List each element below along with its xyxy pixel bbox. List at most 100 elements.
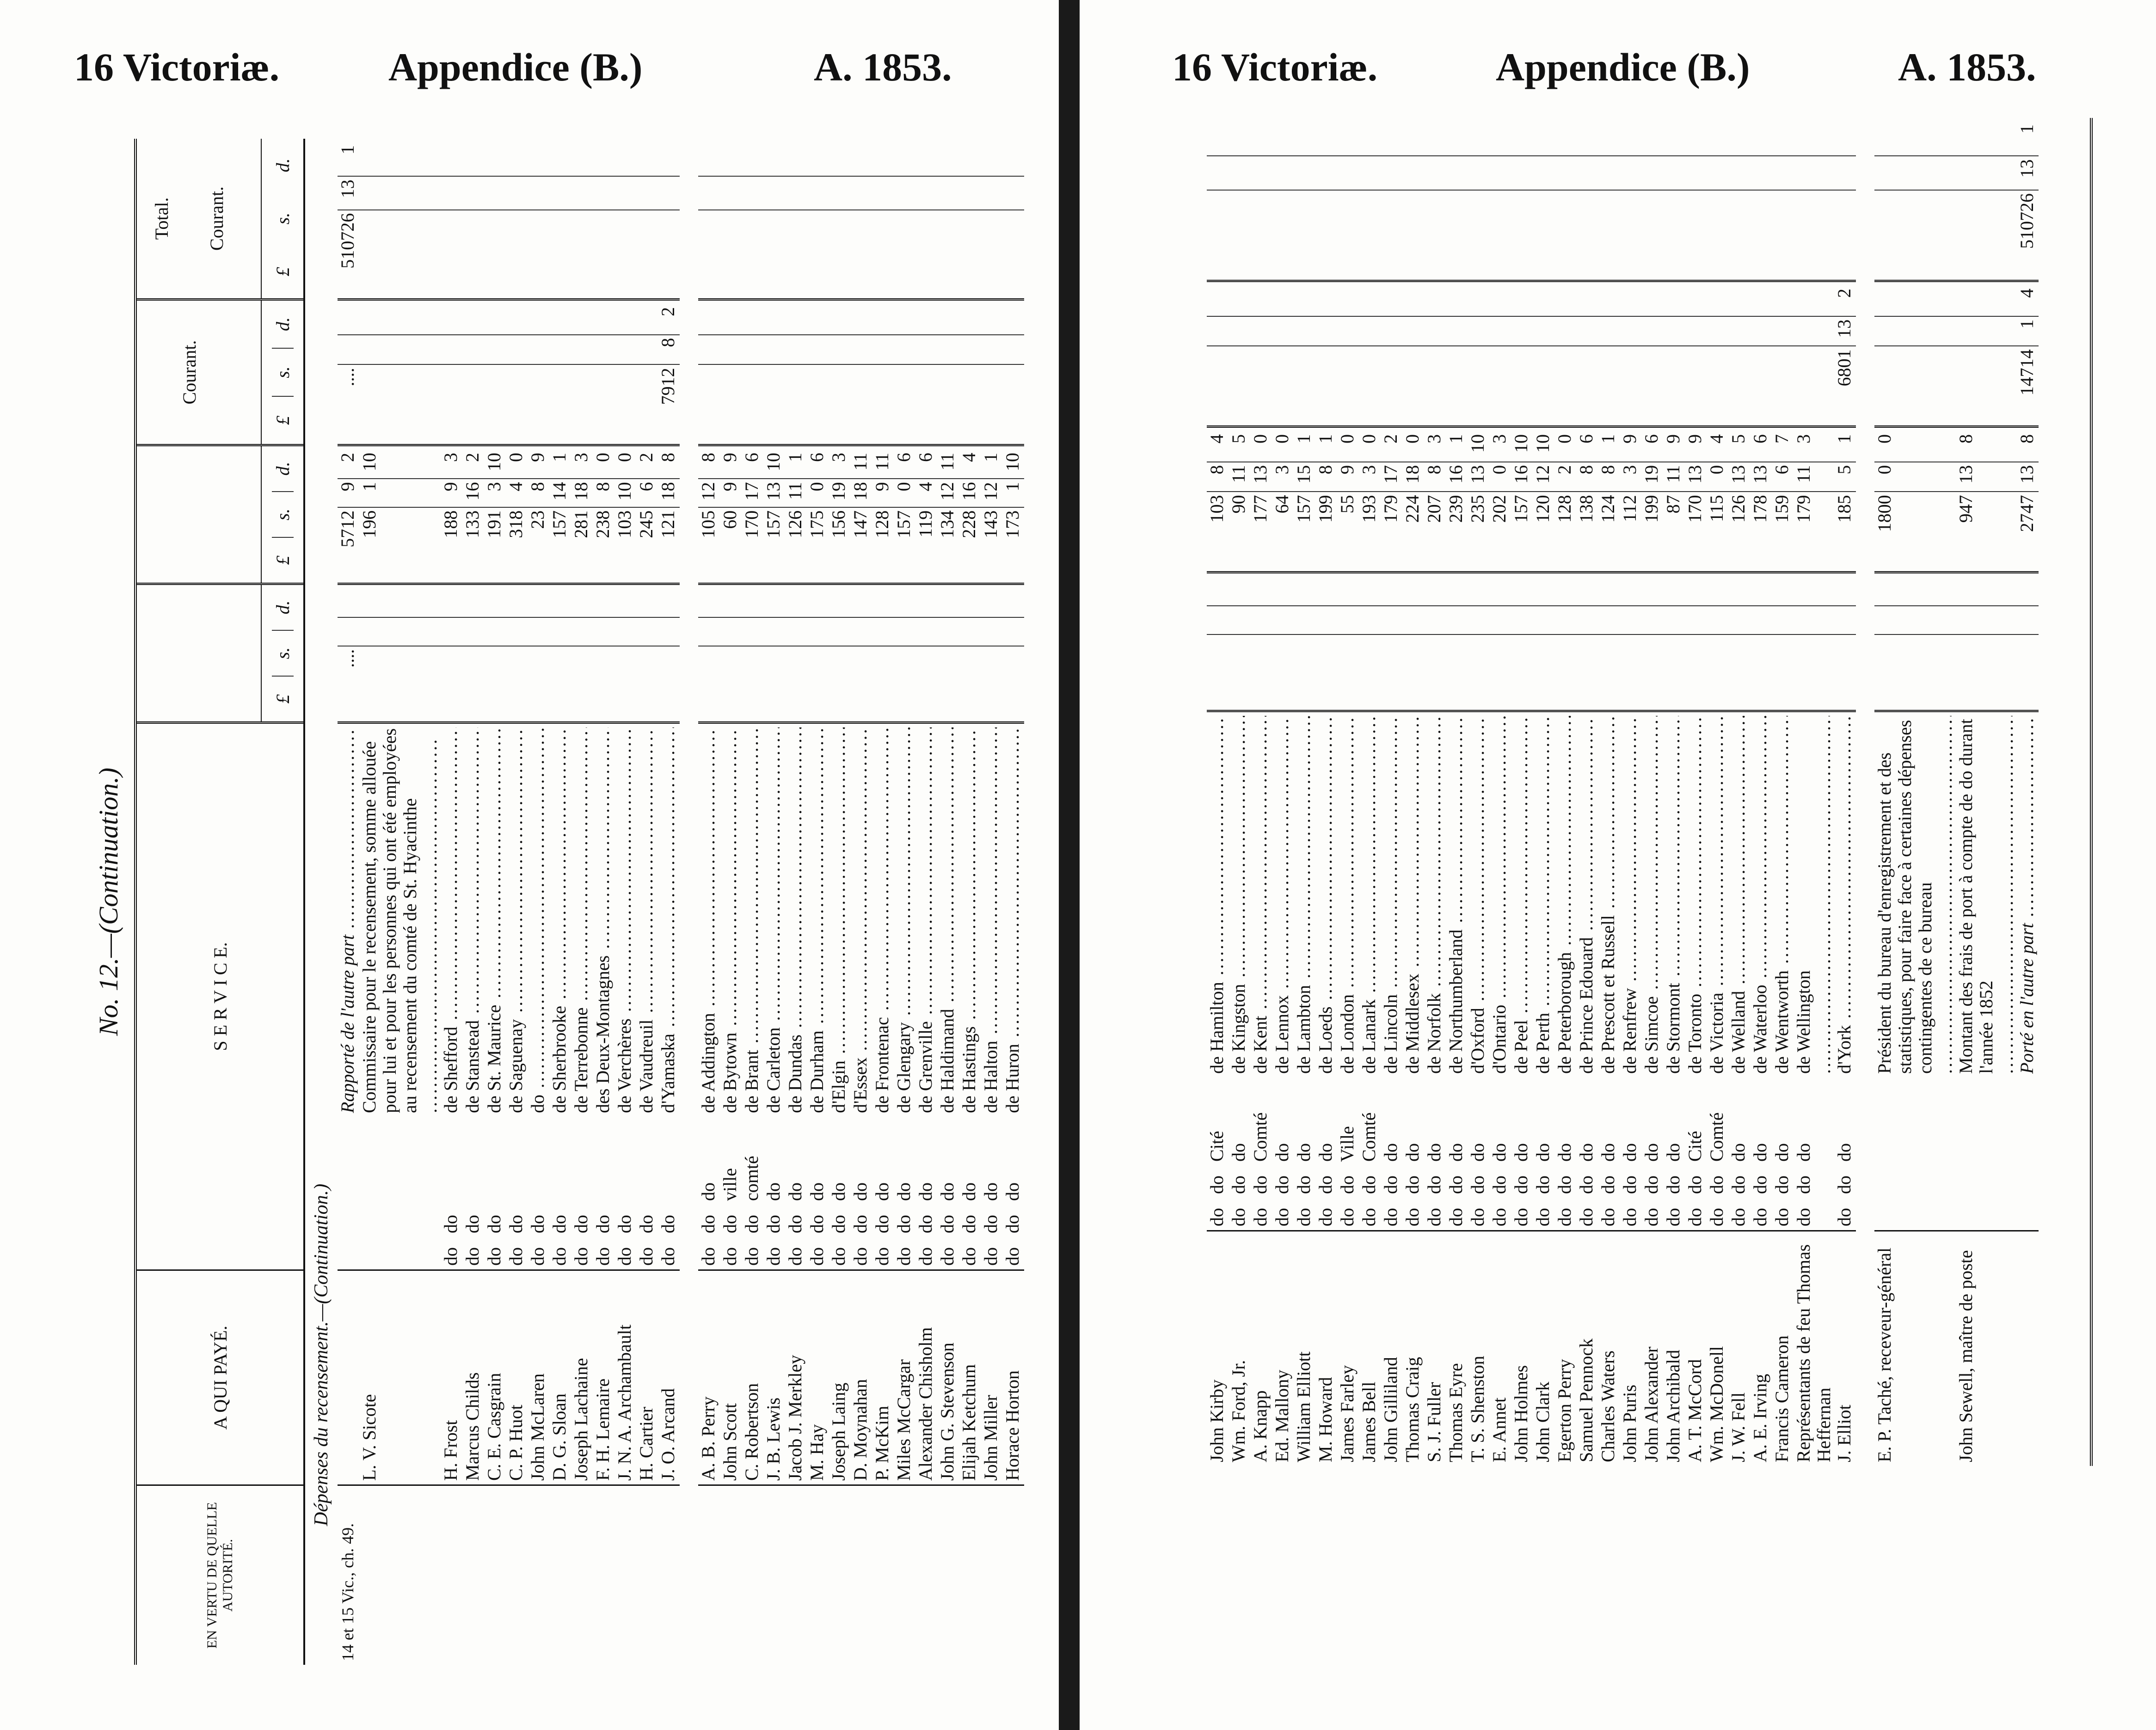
amt2-cell: 157 14 1 [549,444,571,583]
pounds-value [1424,634,1446,706]
pence-value [1554,122,1576,155]
amt2-cell: 5712 9 2 [338,444,359,583]
service-place: des Deux-Montagnes [593,727,614,1113]
courant-cell [1685,280,1707,425]
pounds-value: 138 [1576,491,1598,567]
pounds-value [658,209,680,295]
service-cell: do do do de Addington [698,721,720,1269]
service-cell: do do do de Prescott et Russell [1598,710,1620,1230]
pounds-value [1250,345,1272,422]
shillings-value [571,334,593,364]
total-cell [785,139,807,298]
total-cell [614,139,636,298]
shillings-value [1228,315,1250,346]
shillings-value [850,617,872,646]
service-qualifier: do do [593,1215,613,1266]
authority-cell [636,1484,658,1665]
amt2-cell: 2747 13 8 [2017,425,2039,571]
pence-value [1207,122,1228,155]
pence-value [1402,122,1424,155]
service-cell: do do Comté de Kent [1250,710,1272,1230]
shillings-value: 3 [1272,461,1294,492]
pence-value [1620,286,1641,316]
amt2-cell: 175 0 6 [807,444,829,583]
payee-cell [2017,1230,2039,1466]
pounds-value: 318 [506,506,528,579]
pounds-value [1576,189,1598,276]
shillings-value: 16 [462,478,484,507]
shillings-value [720,617,742,646]
pounds-value [872,364,894,440]
pence-value: 0 [614,453,635,462]
total-cell [484,139,506,298]
pence-value [359,142,441,176]
shillings-value [1402,315,1424,346]
shillings-value: 8 [1424,461,1446,492]
service-qualifier: do do do [1272,1143,1292,1226]
shillings-value: 9 [872,478,894,507]
pounds-value: 157 [549,506,571,579]
pounds-value [1685,189,1707,276]
pence-value [1337,577,1359,605]
pounds-value: 7912 [658,364,680,440]
pence-value [1956,122,2017,155]
courant-cell [549,298,571,444]
pence-value: 10 [1468,434,1488,453]
pounds-value [1750,634,1772,706]
shillings-value [1250,605,1272,634]
pounds-value: 510726 [2017,189,2039,276]
service-place: de Stanstead [462,727,484,1113]
shillings-value: 19 [1641,461,1663,492]
pence-value [571,589,593,617]
pounds-value: 120 [1533,491,1554,567]
shillings-value [1468,605,1489,634]
pence-value [785,589,807,617]
pounds-value: 238 [593,506,614,579]
service-cell: do do Ville de London [1337,710,1359,1230]
payee-cell: James Farley [1337,1230,1359,1466]
total-cell [1794,118,1834,280]
pence-value: 10 [1511,434,1531,453]
service-cell: do do do d'York [1834,710,1856,1230]
pence-value [1663,122,1685,155]
shillings-value: 9 [1337,461,1359,492]
shillings-value: 13 [2017,155,2039,190]
shillings-value [1207,155,1228,190]
pence-value [1489,286,1511,316]
amt2-cell: 228 16 4 [959,444,981,583]
service-place: do [528,727,549,1113]
pounds-value [528,209,549,295]
shillings-value [1533,605,1554,634]
pence-value: 0 [1554,434,1575,444]
service-place: de Wellington [1794,716,1834,1074]
pence-value [1002,304,1024,334]
pence-value [1956,577,2017,605]
payee-cell: A. Knapp [1250,1230,1272,1466]
pence-value [720,304,742,334]
pence-value [462,304,484,334]
page-year: A. 1853. [814,45,952,89]
total-cell [1250,118,1272,280]
pounds-value [1554,634,1576,706]
shillings-value [807,617,829,646]
pounds-value [785,364,807,440]
amt2-cell: 199 8 1 [1315,425,1337,571]
page-appendix: Appendice (B.) [1496,45,1750,89]
header-payee: A QUI PAYÉ. [137,1269,303,1484]
service-cell: do do do de Halton [981,721,1002,1269]
shillings-value [1337,155,1359,190]
service-cell: do do de Shefford [441,721,462,1269]
pounds-value [1294,634,1315,706]
pounds-value: 228 [959,506,981,579]
authority-cell [462,1484,484,1665]
service-place: de Haldimand [937,727,959,1114]
service-cell: Commissaire pour le recensement, somme a… [359,721,441,1269]
pence-value [1511,286,1533,316]
shillings-value [1956,155,2017,190]
